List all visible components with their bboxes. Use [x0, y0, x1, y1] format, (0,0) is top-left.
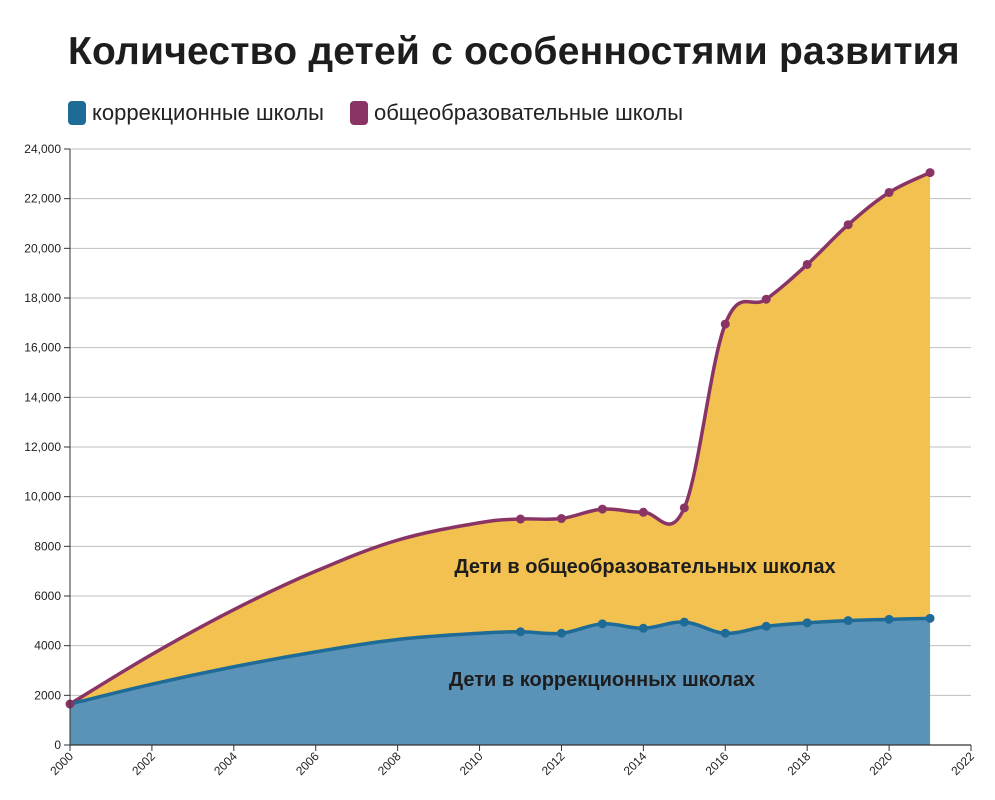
marker-general: [761, 294, 771, 304]
area-correctional-schools: [70, 618, 931, 745]
y-tick-label: 12,000: [24, 440, 61, 454]
legend-label-correctional: коррекционные школы: [92, 100, 324, 125]
y-tick-label: 4000: [34, 639, 61, 653]
x-tick-label: 2010: [457, 749, 486, 778]
marker-general: [556, 514, 566, 524]
y-tick-label: 6000: [34, 589, 61, 603]
marker-correctional: [638, 623, 648, 633]
marker-general: [802, 259, 812, 269]
legend-label-general: общеобразовательные школы: [373, 100, 684, 125]
x-tick-label: 2022: [948, 749, 977, 778]
x-tick-label: 2002: [129, 749, 158, 778]
marker-correctional: [720, 628, 730, 638]
y-tick-label: 0: [54, 738, 61, 752]
marker-correctional: [761, 621, 771, 631]
x-tick-label: 2014: [621, 749, 650, 778]
area-general-schools: [70, 172, 931, 746]
area-label-general: Дети в общеобразовательных школах: [454, 556, 835, 578]
y-tick-label: 18,000: [24, 291, 61, 305]
x-tick-label: 2008: [375, 749, 404, 778]
y-tick-label: 16,000: [24, 341, 61, 355]
marker-general: [638, 507, 648, 517]
marker-general: [884, 187, 894, 197]
x-tick-label: 2020: [866, 749, 895, 778]
legend: коррекционные школы общеобразовательные …: [68, 100, 709, 126]
x-tick-label: 2016: [703, 749, 732, 778]
x-tick-label: 2000: [47, 749, 76, 778]
y-tick-label: 24,000: [24, 142, 61, 156]
y-tick-label: 22,000: [24, 192, 61, 206]
x-tick-label: 2006: [293, 749, 322, 778]
marker-general: [516, 514, 525, 524]
marker-general: [843, 220, 853, 230]
legend-swatch-general: [349, 101, 368, 125]
marker-correctional: [843, 616, 853, 626]
marker-general: [925, 168, 935, 178]
y-tick-label: 10,000: [24, 490, 61, 504]
y-tick-label: 2000: [34, 688, 61, 702]
x-tick-label: 2018: [785, 749, 814, 778]
marker-general: [679, 503, 689, 513]
legend-item-correctional: коррекционные школы: [68, 100, 324, 126]
marker-correctional: [925, 613, 935, 623]
x-tick-label: 2012: [539, 749, 568, 778]
y-tick-label: 20,000: [24, 241, 61, 255]
marker-general: [597, 504, 607, 514]
legend-swatch-correctional: [68, 101, 86, 125]
x-tick-label: 2004: [211, 749, 240, 778]
marker-correctional: [597, 619, 607, 629]
y-tick-label: 8000: [34, 539, 61, 553]
area-label-correctional: Дети в коррекционных школах: [449, 669, 755, 691]
marker-correctional: [884, 614, 894, 624]
marker-general: [720, 319, 730, 329]
chart-title: Количество детей с особенностями развити…: [68, 30, 960, 73]
marker-correctional: [556, 628, 566, 638]
marker-correctional: [516, 627, 525, 637]
y-tick-label: 14,000: [24, 390, 61, 404]
marker-correctional: [802, 618, 812, 628]
marker-correctional: [679, 617, 689, 627]
legend-item-general: общеобразовательные школы: [349, 100, 684, 126]
